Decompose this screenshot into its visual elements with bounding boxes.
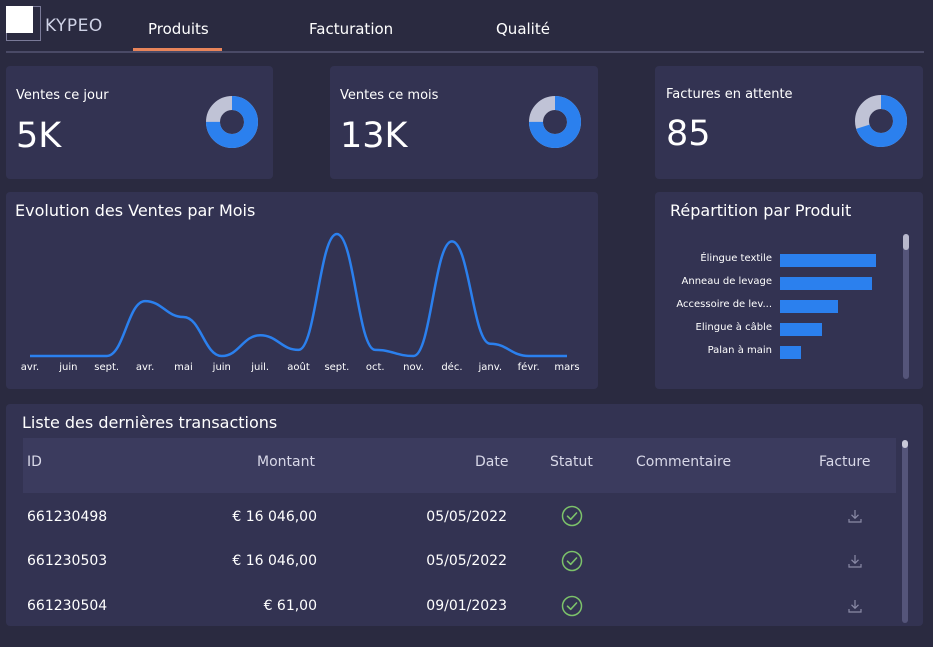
cell-id: 661230504: [27, 598, 108, 614]
logo-mark: [6, 6, 33, 33]
kpi-label: Ventes ce mois: [340, 88, 439, 103]
cell-date: 05/05/2022: [426, 509, 507, 525]
check-circle-icon: [561, 505, 583, 527]
active-tab-indicator: [133, 48, 222, 51]
kpi-card-factures-attente: Factures en attente 85: [655, 66, 923, 179]
bar-category-label: Palan à main: [707, 345, 772, 356]
x-tick-label: nov.: [403, 362, 424, 373]
bar-category-label: Elingue à câble: [695, 322, 772, 333]
kpi-donut: [529, 96, 581, 148]
kpi-donut: [206, 96, 258, 148]
kpi-label: Ventes ce jour: [16, 88, 109, 103]
check-circle-icon: [561, 595, 583, 617]
transactions-title: Liste des dernières transactions: [22, 413, 278, 432]
donut-value-arc: [529, 96, 581, 148]
tab-produits[interactable]: Produits: [148, 20, 209, 38]
header-divider: [6, 51, 924, 53]
x-tick-label: avr.: [20, 362, 40, 373]
x-tick-label: juil.: [251, 362, 270, 373]
x-tick-label: juin: [59, 362, 78, 373]
cell-id: 661230498: [27, 509, 108, 525]
bar-category-label: Anneau de levage: [681, 276, 772, 287]
cell-montant: € 16 046,00: [232, 509, 317, 525]
column-header-montant[interactable]: Montant: [257, 454, 315, 470]
x-tick-label: mars: [554, 362, 580, 373]
donut-value-arc: [855, 95, 907, 147]
x-tick-label: mai: [174, 362, 193, 373]
kpi-donut: [855, 95, 907, 147]
download-icon[interactable]: [847, 598, 863, 614]
table-header: [23, 438, 896, 493]
cell-montant: € 16 046,00: [232, 553, 317, 569]
kpi-value: 85: [666, 114, 711, 154]
bar-category-label: Élingue textile: [700, 253, 772, 264]
cell-id: 661230503: [27, 553, 108, 569]
kpi-card-ventes-jour: Ventes ce jour 5K: [6, 66, 273, 179]
cell-montant: € 61,00: [263, 598, 317, 614]
download-icon[interactable]: [847, 553, 863, 569]
download-icon[interactable]: [847, 508, 863, 524]
product-bar[interactable]: [780, 346, 801, 359]
tab-facturation[interactable]: Facturation: [309, 20, 394, 38]
transactions-scroll-thumb[interactable]: [902, 440, 908, 448]
kpi-label: Factures en attente: [666, 87, 793, 102]
kpi-card-ventes-mois: Ventes ce mois 13K: [330, 66, 598, 179]
x-tick-label: sept.: [94, 362, 120, 373]
product-bar[interactable]: [780, 277, 872, 290]
x-tick-label: avr.: [135, 362, 155, 373]
product-bar[interactable]: [780, 254, 876, 267]
column-header-facture[interactable]: Facture: [819, 454, 871, 470]
x-tick-label: août: [287, 362, 310, 373]
x-tick-label: oct.: [365, 362, 385, 373]
x-tick-label: févr.: [517, 362, 540, 373]
product-chart-panel: [655, 192, 923, 389]
kpi-value: 5K: [16, 116, 62, 156]
x-tick-label: janv.: [478, 362, 503, 373]
column-header-commentaire[interactable]: Commentaire: [636, 454, 732, 470]
sales-line-chart: [30, 232, 567, 358]
product-chart-scroll-thumb[interactable]: [903, 234, 909, 250]
product-chart-scrollbar[interactable]: [903, 234, 909, 379]
brand-name: KYPEO: [45, 16, 103, 36]
x-tick-label: déc.: [441, 362, 463, 373]
x-tick-label: sept.: [324, 362, 350, 373]
x-tick-label: juin: [212, 362, 231, 373]
sales-chart-title: Evolution des Ventes par Mois: [15, 201, 256, 220]
transactions-scrollbar[interactable]: [902, 440, 908, 623]
donut-value-arc: [206, 96, 258, 148]
product-bar[interactable]: [780, 300, 838, 313]
bar-category-label: Accessoire de lev...: [676, 299, 772, 310]
cell-date: 09/01/2023: [426, 598, 507, 614]
column-header-id[interactable]: ID: [27, 454, 42, 470]
product-chart-title: Répartition par Produit: [670, 201, 852, 220]
column-header-date[interactable]: Date: [475, 454, 509, 470]
cell-date: 05/05/2022: [426, 553, 507, 569]
column-header-statut[interactable]: Statut: [550, 454, 593, 470]
sales-series-line: [30, 232, 567, 358]
check-circle-icon: [561, 550, 583, 572]
tab-qualite[interactable]: Qualité: [496, 20, 550, 38]
kpi-value: 13K: [340, 116, 408, 156]
product-bar[interactable]: [780, 323, 822, 336]
